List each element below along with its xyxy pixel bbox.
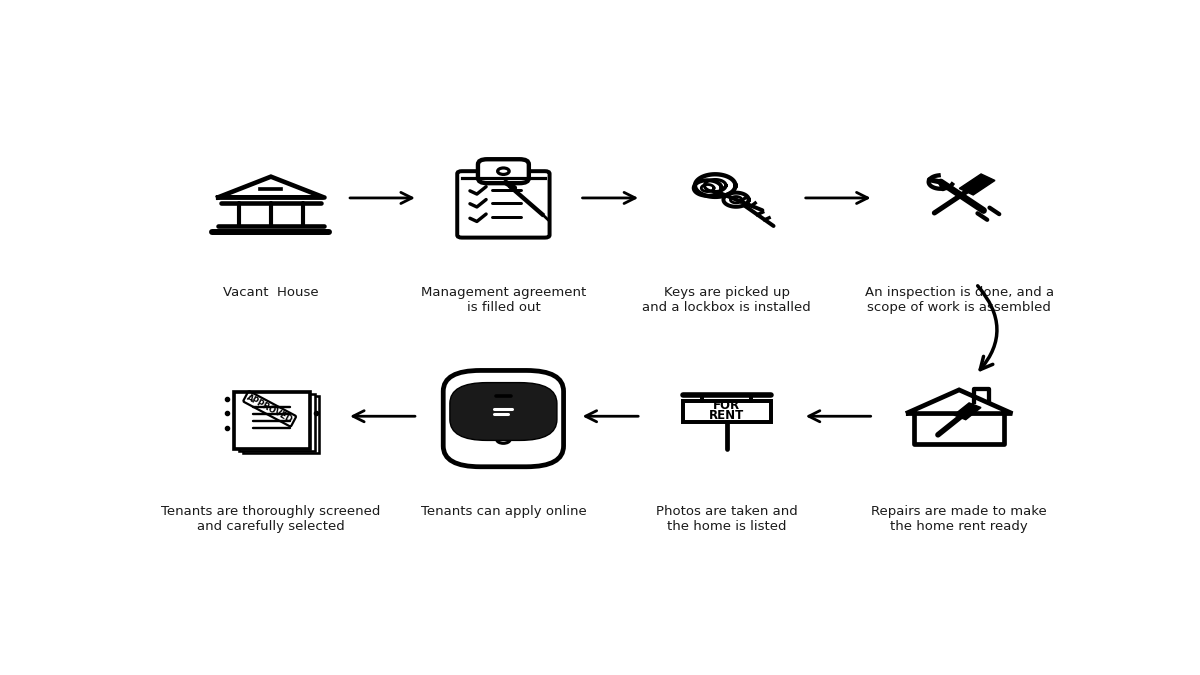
- FancyBboxPatch shape: [450, 383, 557, 440]
- Text: An inspection is done, and a
scope of work is assembled: An inspection is done, and a scope of wo…: [864, 286, 1054, 315]
- Circle shape: [497, 436, 510, 443]
- FancyBboxPatch shape: [457, 171, 550, 238]
- Text: FOR: FOR: [713, 399, 740, 412]
- FancyBboxPatch shape: [239, 394, 314, 451]
- Circle shape: [498, 168, 509, 174]
- Polygon shape: [954, 403, 980, 420]
- Text: APPROVED: APPROVED: [245, 393, 294, 425]
- Polygon shape: [959, 174, 995, 195]
- Text: RENT: RENT: [709, 409, 744, 422]
- FancyBboxPatch shape: [242, 396, 319, 452]
- FancyBboxPatch shape: [443, 371, 564, 466]
- Text: Photos are taken and
the home is listed: Photos are taken and the home is listed: [655, 505, 798, 533]
- FancyBboxPatch shape: [478, 159, 529, 183]
- Bar: [683, 400, 770, 422]
- Text: Keys are picked up
and a lockbox is installed: Keys are picked up and a lockbox is inst…: [642, 286, 811, 315]
- Text: Repairs are made to make
the home rent ready: Repairs are made to make the home rent r…: [871, 505, 1046, 533]
- Text: Management agreement
is filled out: Management agreement is filled out: [421, 286, 586, 315]
- FancyBboxPatch shape: [234, 392, 311, 449]
- Polygon shape: [492, 420, 509, 425]
- Text: Tenants can apply online: Tenants can apply online: [420, 505, 587, 518]
- Text: Vacant  House: Vacant House: [223, 286, 319, 299]
- Text: Tenants are thoroughly screened
and carefully selected: Tenants are thoroughly screened and care…: [161, 505, 380, 533]
- Bar: [486, 402, 521, 434]
